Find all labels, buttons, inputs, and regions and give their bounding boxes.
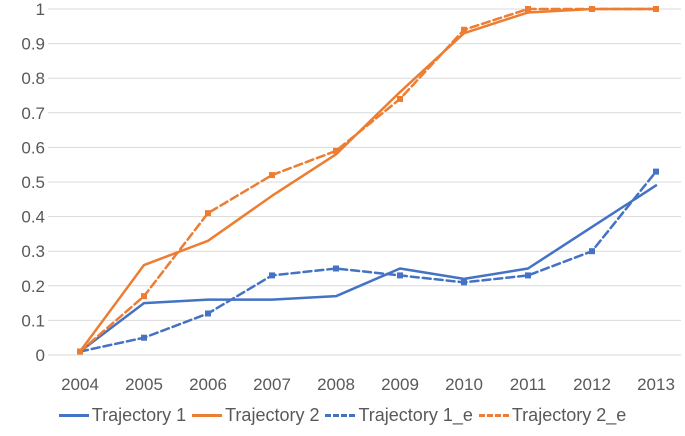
y-axis-label: 0.5	[21, 173, 45, 192]
legend-label: Trajectory 1	[91, 405, 187, 425]
series-marker-trajectory-2-e	[397, 95, 403, 102]
x-axis-label: 2006	[189, 375, 227, 394]
legend-item-trajectory-2e: Trajectory 2_e	[478, 405, 627, 426]
series-marker-trajectory-1-e	[653, 168, 659, 175]
series-marker-trajectory-2-e	[269, 172, 275, 179]
y-axis-label: 0	[36, 346, 45, 365]
series-marker-trajectory-2-e	[589, 6, 595, 12]
legend-line-sample-trajectory-2e	[478, 414, 509, 417]
legend-item-trajectory-1e: Trajectory 1_e	[325, 405, 473, 426]
chart-svg: 0 0.1 0.2 0.3 0.4 0.5 0.6 0.7 0.8 0.9 1 2004 2005 200…	[21, 0, 681, 394]
series-marker-trajectory-2-e	[653, 6, 659, 12]
x-axis-label: 2007	[253, 375, 291, 394]
series-marker-trajectory-2-e	[141, 293, 147, 300]
y-axis-label: 0.7	[21, 104, 45, 123]
x-axis-label: 2012	[573, 375, 611, 394]
series-marker-trajectory-1-e	[141, 334, 147, 341]
x-axis-label: 2011	[510, 375, 547, 394]
x-axis-label: 2005	[125, 375, 163, 394]
legend-line-sample-trajectory-2	[192, 414, 223, 417]
legend-line-sample-trajectory-1	[58, 414, 89, 417]
series-marker-trajectory-1-e	[397, 272, 403, 279]
legend-label: Trajectory 2	[225, 405, 320, 425]
y-axis-label: 0.6	[21, 138, 45, 157]
y-axis-label: 0.1	[21, 311, 45, 330]
x-axis-label: 2009	[381, 375, 419, 394]
series-marker-trajectory-1-e	[269, 272, 275, 279]
legend-item-trajectory-2: Trajectory 2	[192, 405, 319, 426]
y-axis-label: 0.3	[21, 242, 45, 261]
y-axis-label: 1	[36, 0, 45, 19]
legend-item-trajectory-1: Trajectory 1	[58, 405, 187, 426]
series-marker-trajectory-1-e	[589, 248, 595, 255]
series-line-trajectory-2-e	[78, 7, 658, 353]
series-marker-trajectory-1-e	[333, 265, 339, 272]
series-marker-trajectory-1-e	[205, 310, 211, 317]
y-axis-label: 0.8	[21, 69, 45, 88]
series-marker-trajectory-2-e	[205, 210, 211, 217]
series-marker-trajectory-2-e	[525, 6, 531, 12]
series-marker-trajectory-1-e	[525, 272, 531, 279]
y-axis-label: 0.4	[21, 208, 45, 227]
legend-label: Trajectory 2_e	[511, 405, 627, 425]
x-axis-label: 2010	[445, 375, 483, 394]
series-line-trajectory-2	[78, 7, 658, 353]
series-line-trajectory-1	[78, 184, 658, 353]
series-marker-trajectory-2-e	[77, 348, 83, 355]
legend-line-sample-trajectory-1e	[325, 414, 356, 417]
x-axis-label: 2008	[317, 375, 355, 394]
legend-label: Trajectory 1_e	[358, 405, 473, 425]
x-axis-label: 2013	[637, 375, 675, 394]
y-axis-label: 0.9	[21, 35, 45, 54]
chart-legend: Trajectory 1 Trajectory 2 Trajectory 1_e…	[0, 405, 685, 426]
series-line-trajectory-1-e	[78, 170, 658, 353]
series-marker-trajectory-2-e	[333, 147, 339, 154]
series-marker-trajectory-1-e	[461, 279, 467, 286]
x-axis-label: 2004	[61, 375, 99, 394]
y-axis-label: 0.2	[21, 277, 45, 296]
series-marker-trajectory-2-e	[461, 26, 467, 33]
